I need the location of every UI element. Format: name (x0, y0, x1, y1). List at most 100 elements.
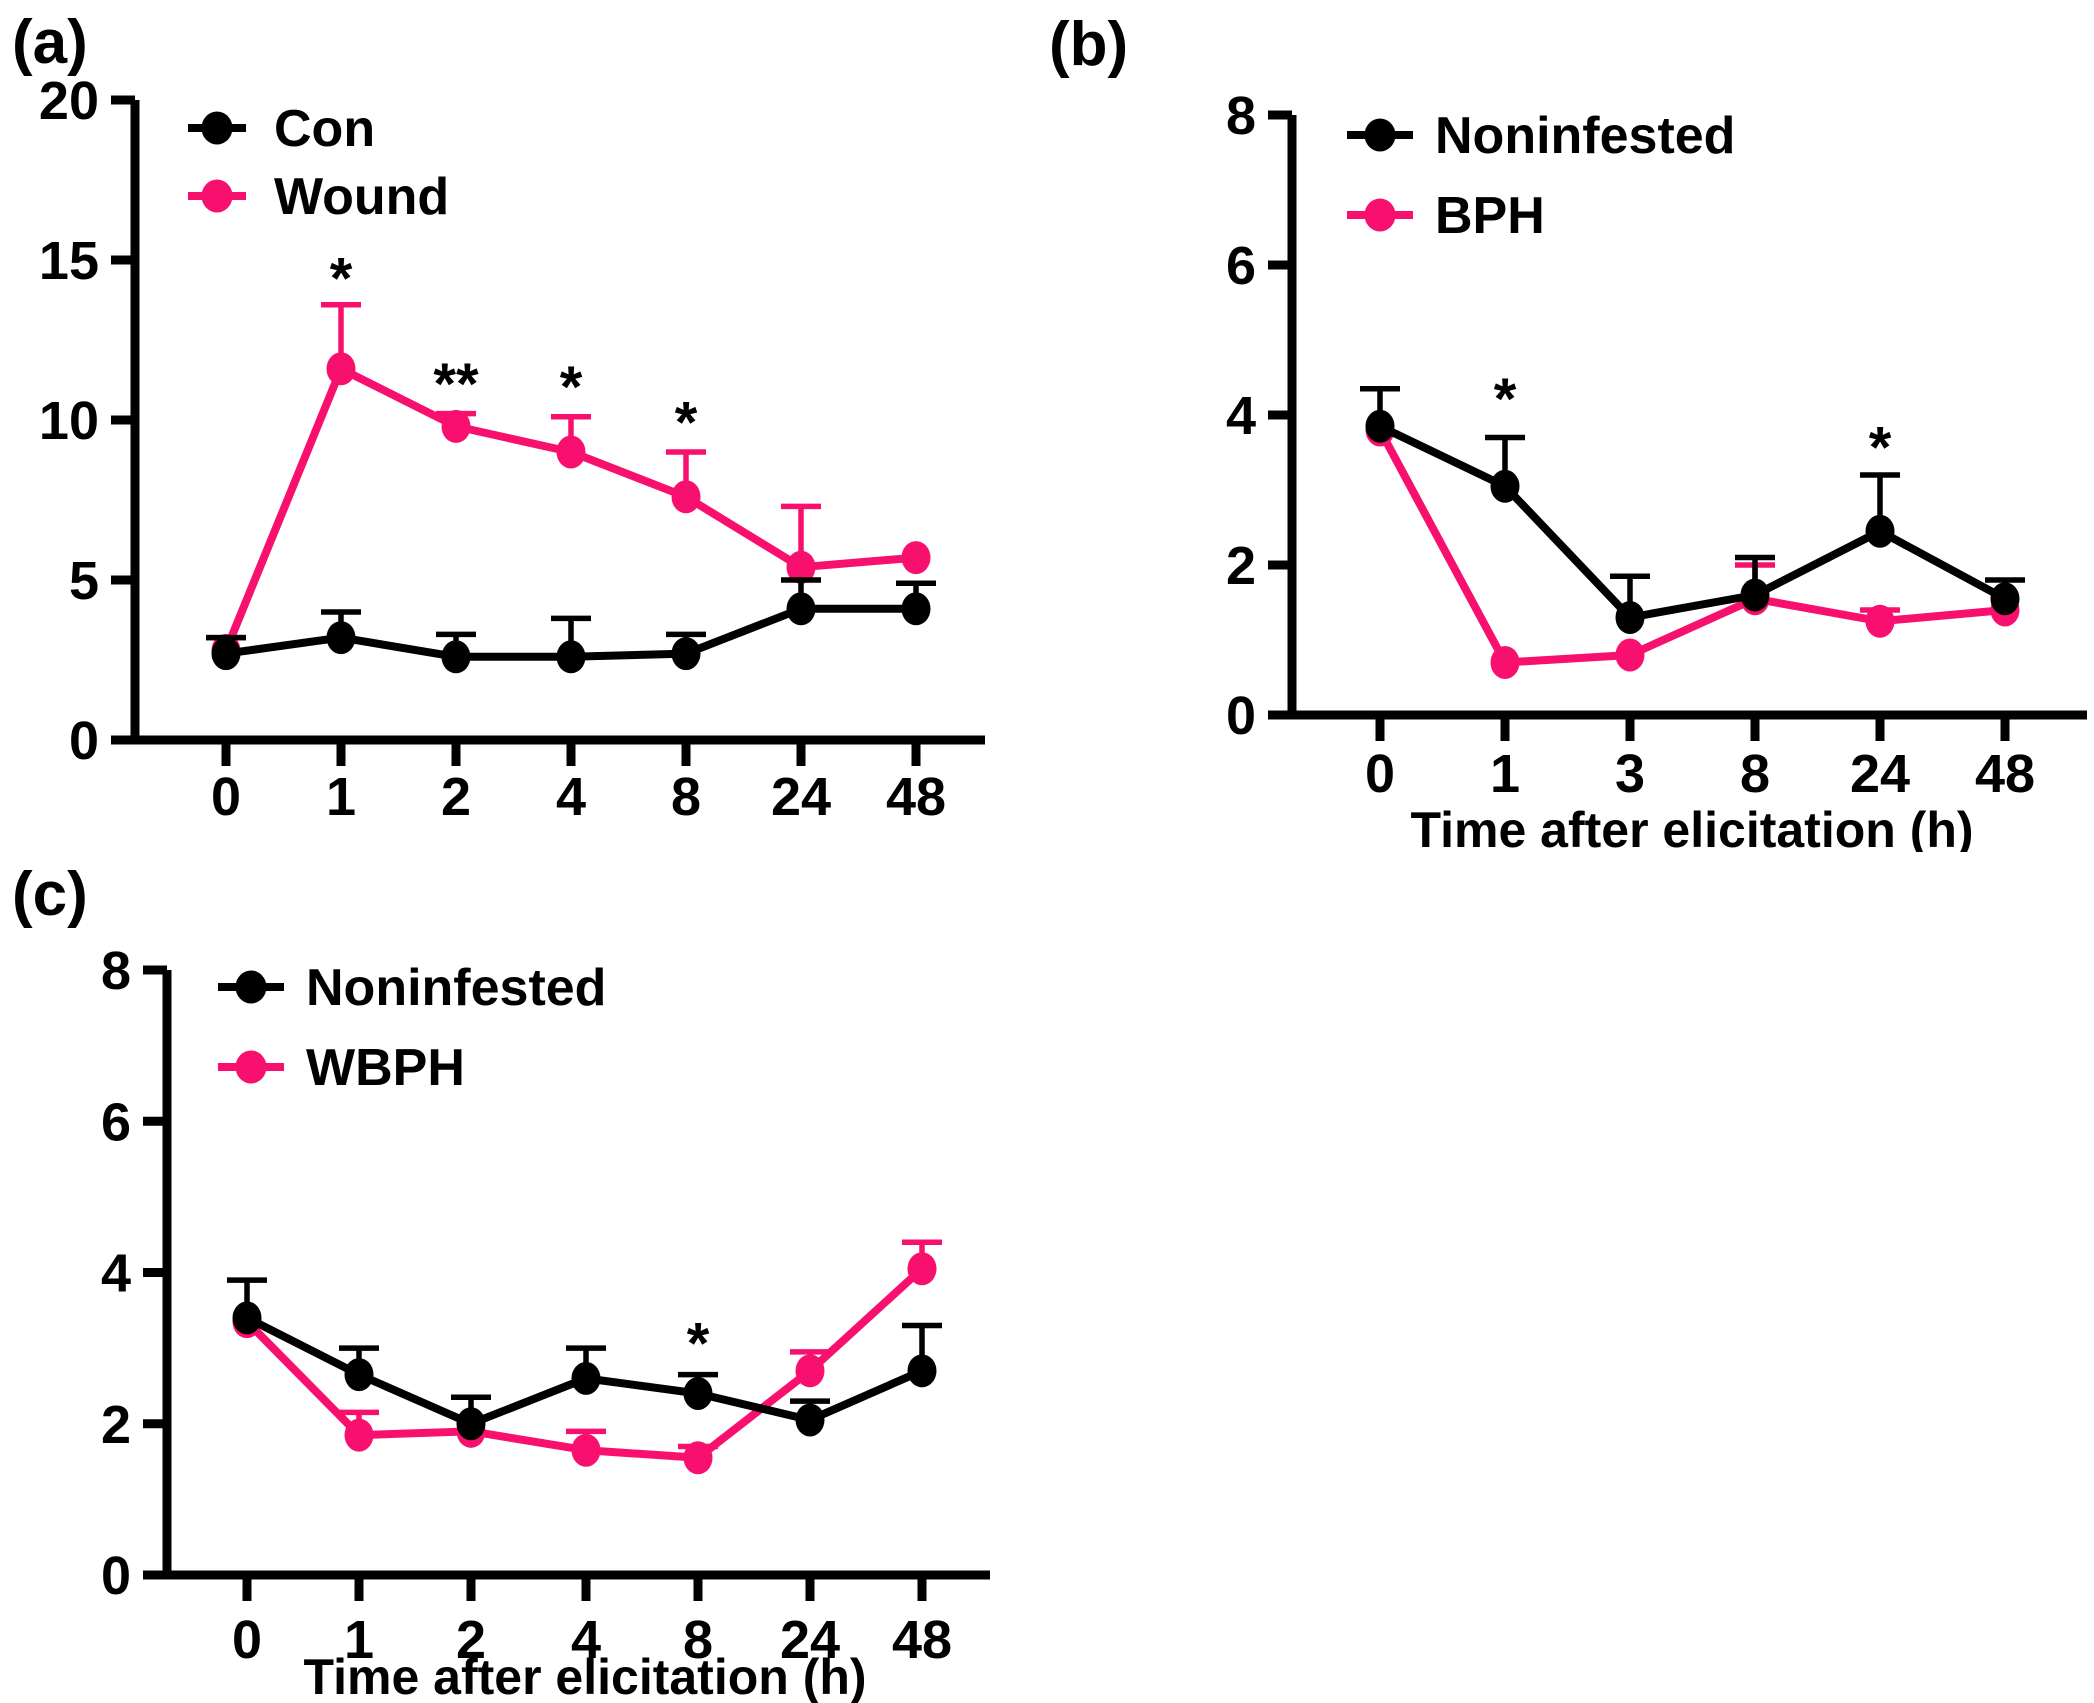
series-wound (206, 302, 931, 667)
data-point-marker (671, 480, 701, 514)
panel-label-a: (a) (12, 8, 88, 77)
x-tick-label: 2 (456, 1610, 486, 1670)
series-line (1376, 428, 2006, 667)
series-noninfested (227, 1277, 942, 1441)
panel-label-b: (b) (1049, 10, 1129, 79)
data-point-marker (326, 621, 356, 655)
data-point-marker (1740, 578, 1770, 612)
data-point-marker (1490, 469, 1520, 503)
data-point-marker (901, 541, 931, 575)
data-point-marker (1490, 646, 1520, 679)
y-tick-label: 6 (101, 1092, 131, 1152)
y-tick-label: 0 (101, 1546, 131, 1606)
x-tick-label: 1 (344, 1610, 374, 1670)
x-tick-label: 0 (1365, 744, 1395, 804)
data-point-marker (901, 592, 931, 626)
legend-entry: WBPH (218, 1039, 465, 1097)
legend-entry: Noninfested (218, 959, 606, 1017)
significance-asterisk: * (687, 1311, 710, 1376)
x-tick-label: 24 (1850, 744, 1910, 804)
y-tick-label: 4 (1226, 386, 1256, 446)
data-point-marker (1365, 409, 1395, 443)
x-tick-label: 1 (326, 767, 356, 827)
series-bph (1365, 413, 2020, 679)
x-tick-label: 0 (232, 1610, 262, 1670)
legend-label: Con (274, 100, 375, 158)
y-tick-label: 4 (101, 1244, 131, 1304)
data-point-marker (907, 1354, 937, 1388)
significance-asterisk: * (1869, 416, 1892, 481)
significance-asterisk: * (560, 355, 583, 420)
data-point-marker (1615, 601, 1645, 634)
x-tick-label: 3 (1615, 744, 1645, 804)
data-point-marker (1865, 604, 1895, 638)
y-tick-label: 10 (39, 391, 99, 451)
legend-label: Noninfested (306, 959, 606, 1017)
data-point-marker (571, 1361, 601, 1395)
x-tick-label: 8 (671, 767, 701, 827)
data-point-marker (556, 435, 586, 469)
legend-label: BPH (1435, 187, 1545, 245)
x-tick-label: 48 (1975, 744, 2035, 804)
data-point-marker (556, 640, 586, 674)
legend-marker-icon (1364, 118, 1396, 152)
data-point-marker (211, 637, 241, 671)
data-point-marker (786, 592, 816, 626)
x-tick-label: 24 (771, 767, 831, 827)
data-point-marker (456, 1407, 486, 1441)
legend-label: Wound (274, 168, 449, 226)
data-point-marker (441, 640, 471, 674)
series-noninfested (1360, 386, 2025, 634)
data-point-marker (344, 1358, 374, 1392)
x-axis-title: Time after elicitation (h) (303, 1649, 866, 1703)
significance-asterisk: ** (433, 352, 479, 417)
data-point-marker (571, 1433, 601, 1467)
data-point-marker (1615, 638, 1645, 672)
data-point-marker (683, 1377, 713, 1410)
y-tick-label: 6 (1226, 236, 1256, 296)
data-point-marker (795, 1354, 825, 1388)
y-tick-label: 2 (1226, 536, 1256, 596)
data-point-marker (1990, 582, 2020, 616)
y-tick-label: 15 (39, 231, 99, 291)
x-axis-title: Time after elicitation (h) (1410, 802, 1973, 852)
x-tick-label: 24 (780, 1610, 840, 1670)
legend-marker-icon (235, 970, 267, 1004)
legend-marker-icon (1364, 198, 1396, 232)
legend-marker-icon (235, 1050, 267, 1084)
legend-entry: BPH (1347, 187, 1545, 245)
data-point-marker (907, 1252, 937, 1286)
legend-marker-icon (201, 111, 233, 145)
x-tick-label: 4 (571, 1610, 601, 1670)
data-point-marker (1865, 514, 1895, 548)
data-point-marker (344, 1418, 374, 1452)
significance-asterisk: * (330, 246, 353, 311)
y-tick-label: 5 (69, 551, 99, 611)
x-tick-label: 48 (892, 1610, 952, 1670)
legend-label: WBPH (306, 1039, 465, 1097)
significance-asterisk: * (675, 390, 698, 455)
x-tick-label: 48 (886, 767, 946, 827)
x-tick-label: 2 (441, 767, 471, 827)
y-tick-label: 0 (69, 711, 99, 771)
legend-entry: Con (188, 100, 375, 158)
y-tick-label: 8 (101, 941, 131, 1001)
y-tick-label: 8 (1226, 86, 1256, 146)
x-tick-label: 8 (683, 1610, 713, 1670)
legend-entry: Wound (188, 168, 449, 226)
x-tick-label: 8 (1740, 744, 1770, 804)
data-point-marker (795, 1403, 825, 1437)
y-tick-label: 2 (101, 1395, 131, 1455)
x-tick-label: 4 (556, 767, 586, 827)
series-line (1378, 422, 2007, 622)
significance-asterisk: * (1494, 367, 1517, 432)
legend-label: Noninfested (1435, 107, 1735, 165)
y-tick-label: 20 (39, 71, 99, 131)
legend-marker-icon (201, 179, 233, 213)
data-point-marker (671, 637, 701, 671)
x-tick-label: 1 (1490, 744, 1520, 804)
data-point-marker (683, 1441, 713, 1475)
